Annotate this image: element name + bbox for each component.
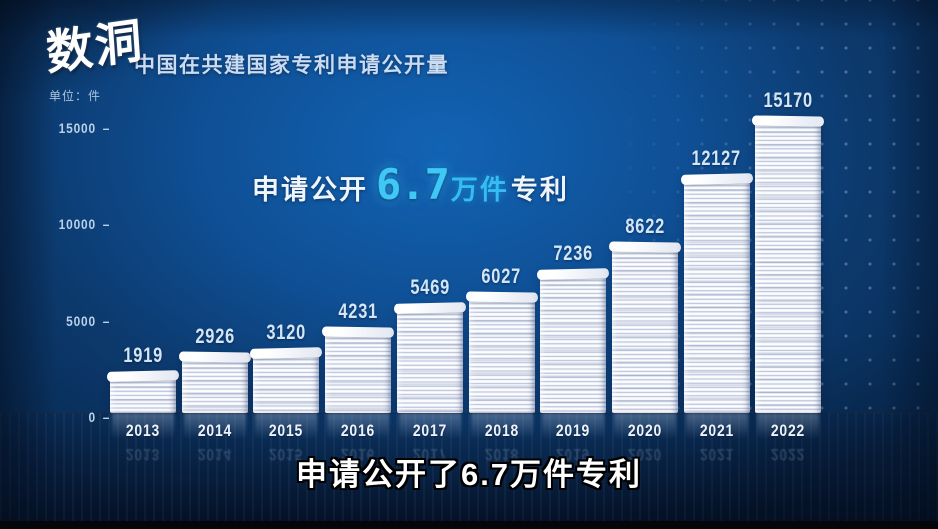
paper-stack-top <box>752 115 825 127</box>
annotation-suffix: 专利 <box>510 175 569 205</box>
annotation-prefix: 申请公开 <box>252 175 368 205</box>
paper-stack-top <box>393 302 466 314</box>
bar-value-label: 4231 <box>338 300 378 323</box>
unit-label: 单位：件 <box>49 89 102 103</box>
chart-title: 中国在共建国家专利申请公开量 <box>134 54 449 77</box>
bar-2014: 2926 <box>178 325 251 439</box>
annotation-text: 申请公开 6.7 万件 专利 <box>252 160 569 209</box>
y-axis-tick-15000: 15000– <box>58 120 111 137</box>
x-axis-label-2021: 2021 <box>699 421 734 440</box>
y-axis-tick-10000: 10000– <box>58 216 111 233</box>
bar-2013: 1919 <box>106 344 180 439</box>
paper-stack <box>540 274 607 413</box>
y-axis-tick-0: 0– <box>88 409 111 425</box>
x-axis-label-2019: 2019 <box>556 421 591 440</box>
y-axis-tick-5000: 5000– <box>66 312 111 329</box>
bar-2020: 8622 <box>608 215 681 439</box>
bar-2021: 12127 <box>680 147 753 439</box>
bar-2016: 4231 <box>322 300 395 439</box>
x-axis-label-2020: 2020 <box>627 421 663 440</box>
x-axis-label-2016: 2016 <box>340 421 376 440</box>
x-axis-label-2015: 2015 <box>269 421 304 440</box>
annotation-unit: 万件 <box>450 175 509 205</box>
bar-value-label: 5469 <box>410 276 450 299</box>
bar-2017: 5469 <box>393 276 466 439</box>
paper-stack-top <box>322 326 395 338</box>
bar-2022: 15170 <box>752 89 825 439</box>
paper-stack-top <box>608 241 681 253</box>
paper-stack <box>611 247 678 413</box>
paper-stack <box>181 357 248 413</box>
x-axis-label-2014: 2014 <box>197 421 232 440</box>
annotation-value: 6.7 <box>376 160 450 209</box>
channel-logo: 数洞 <box>44 13 146 82</box>
bar-2018: 6027 <box>465 265 538 439</box>
bar-value-label: 6027 <box>481 265 522 288</box>
paper-stack <box>468 297 535 413</box>
bar-value-label: 1919 <box>123 344 163 367</box>
paper-stack-top <box>537 268 610 280</box>
bar-value-label: 12127 <box>691 147 742 170</box>
paper-stack <box>396 308 463 413</box>
paper-stack <box>253 353 320 413</box>
paper-stack <box>683 179 750 413</box>
paper-stack-top <box>465 291 538 303</box>
bar-value-label: 7236 <box>553 242 593 265</box>
bar-value-label: 15170 <box>763 89 814 112</box>
x-axis-label-2018: 2018 <box>484 421 519 440</box>
paper-stack <box>755 121 822 413</box>
bar-2015: 3120 <box>250 321 323 439</box>
bar-value-label: 8622 <box>625 215 665 238</box>
bar-2019: 7236 <box>537 242 610 439</box>
x-axis-label-2022: 2022 <box>771 421 806 440</box>
paper-stack-top <box>106 370 180 382</box>
x-axis-label-2017: 2017 <box>412 421 447 440</box>
paper-stack <box>325 332 392 413</box>
subtitle-caption: 申请公开了6.7万件专利 <box>295 457 643 492</box>
bar-value-label: 3120 <box>266 321 307 344</box>
x-axis-label-2013: 2013 <box>125 421 161 440</box>
bar-value-label: 2926 <box>194 325 235 348</box>
paper-stack-top <box>250 347 323 359</box>
paper-stack-top <box>680 173 753 185</box>
bottom-black-bar <box>0 521 938 529</box>
paper-stack-top <box>178 351 251 363</box>
